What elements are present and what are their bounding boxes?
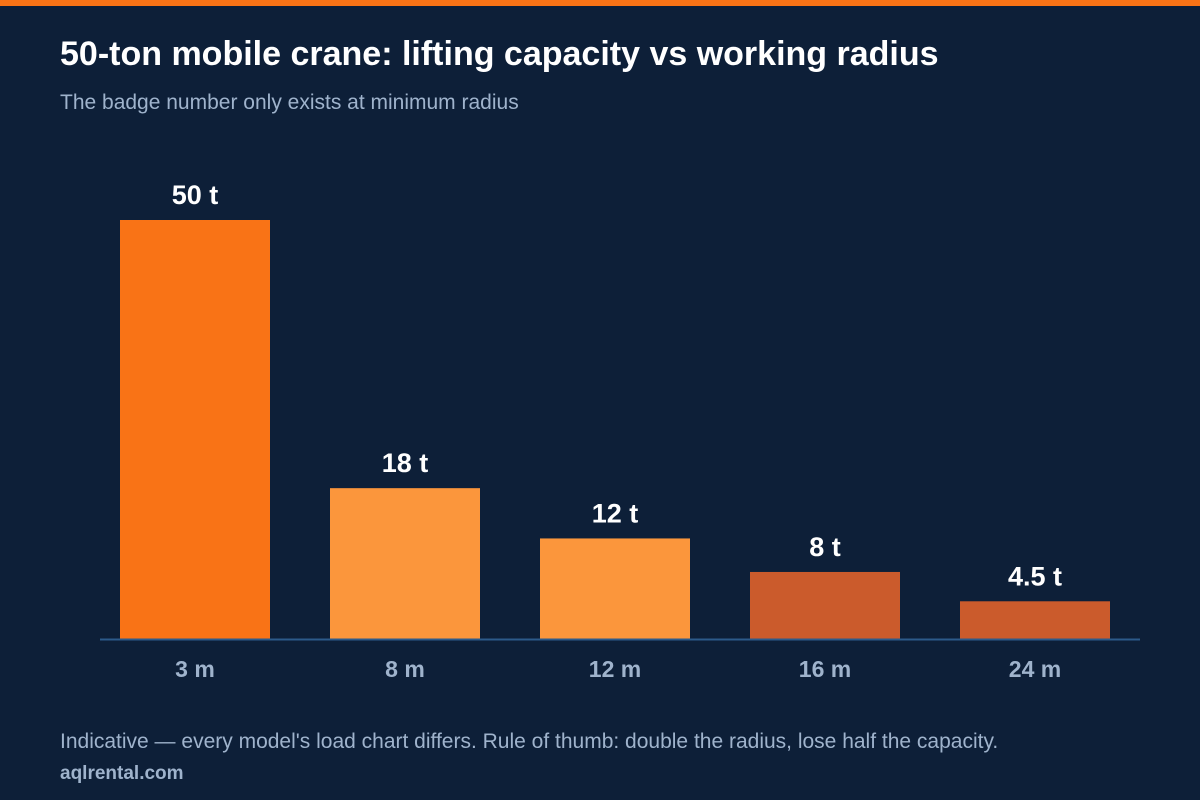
bar-4: [960, 601, 1110, 639]
bar-3: [750, 571, 900, 639]
category-label-2: 12 m: [589, 656, 641, 682]
value-label-3: 8 t: [809, 532, 841, 562]
value-label-2: 12 t: [592, 498, 639, 528]
bar-2: [540, 538, 690, 639]
bar-chart: 50 t 3 m 18 t 8 m 12 t 12 m 8 t 16 m 4.5 t 24 m: [100, 180, 1140, 682]
accent-top-bar: [0, 0, 1200, 6]
source-credit: aqlrental.com: [60, 763, 184, 784]
bar-0: [120, 220, 270, 639]
value-label-1: 18 t: [382, 448, 429, 478]
value-label-4: 4.5 t: [1008, 561, 1062, 591]
chart-title: 50-ton mobile crane: lifting capacity vs…: [60, 35, 939, 73]
category-label-0: 3 m: [175, 656, 215, 682]
bar-1: [330, 488, 480, 639]
footnote: Indicative — every model's load chart di…: [60, 730, 999, 753]
value-label-0: 50 t: [172, 180, 219, 210]
category-label-4: 24 m: [1009, 656, 1061, 682]
category-label-3: 16 m: [799, 656, 851, 682]
category-label-1: 8 m: [385, 656, 425, 682]
chart-subtitle: The badge number only exists at minimum …: [60, 91, 519, 114]
